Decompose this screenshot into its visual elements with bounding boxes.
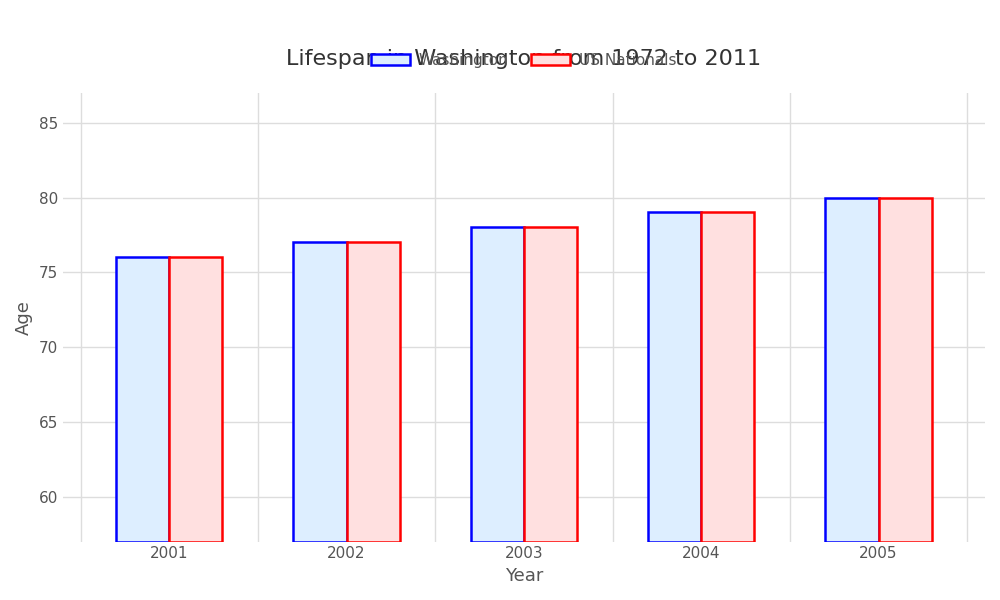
Bar [825,197,879,542]
Bar [471,227,524,542]
Bar [169,257,222,542]
Title: Lifespan in Washington from 1972 to 2011: Lifespan in Washington from 1972 to 2011 [286,49,761,69]
Bar [701,212,754,542]
Bar [293,242,347,542]
Y-axis label: Age: Age [15,300,33,335]
Bar [879,197,932,542]
Bar [347,242,400,542]
X-axis label: Year: Year [505,567,543,585]
Legend: Washington, US Nationals: Washington, US Nationals [365,47,682,74]
Bar [116,257,169,542]
Bar [524,227,577,542]
Bar [648,212,701,542]
